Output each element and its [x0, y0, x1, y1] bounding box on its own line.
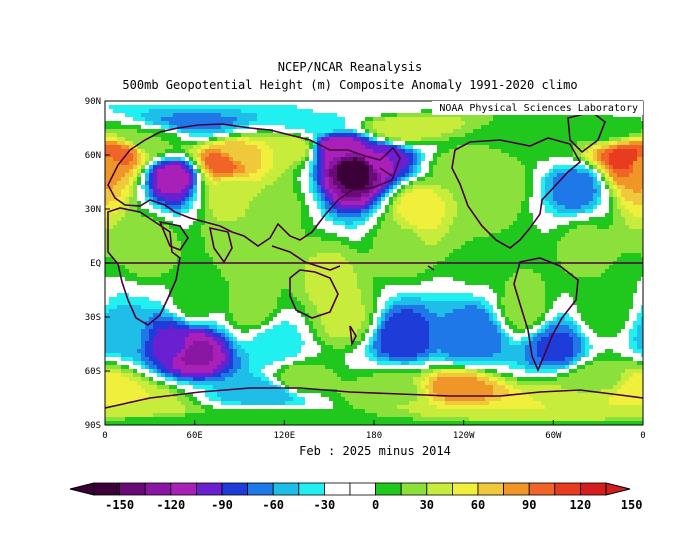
lon-tick-label: 0	[640, 431, 645, 441]
lon-axis: 0 60E 120E 180 120W 60W 0	[102, 420, 646, 441]
lon-tick-label: 60W	[545, 431, 562, 441]
lat-tick-label: 30N	[85, 205, 101, 215]
lat-tick-label: 60N	[85, 151, 101, 161]
period-subtitle: Feb : 2025 minus 2014	[299, 444, 451, 458]
credit-box	[432, 101, 643, 115]
coastlines	[104, 111, 644, 409]
lat-tick-label: 30S	[85, 313, 101, 323]
lon-tick-label: 0	[102, 431, 107, 441]
lon-tick-label: 120E	[273, 431, 295, 441]
lat-tick-label: 60S	[85, 367, 101, 377]
lat-tick-label: 90S	[85, 421, 101, 431]
title-line-1: NCEP/NCAR Reanalysis	[277, 60, 423, 74]
lon-tick-label: 60E	[187, 431, 203, 441]
credit-label: NOAA Physical Sciences Laboratory	[439, 103, 638, 114]
lat-tick-label: EQ	[90, 259, 101, 269]
lon-tick-label: 180	[366, 431, 382, 441]
lat-axis: 90N 60N 30N EQ 30S 60S 90S	[85, 97, 110, 431]
lat-tick-label: 90N	[85, 97, 101, 107]
title-line-2: 500mb Geopotential Height (m) Composite …	[122, 78, 578, 92]
lon-tick-label: 120W	[453, 431, 475, 441]
